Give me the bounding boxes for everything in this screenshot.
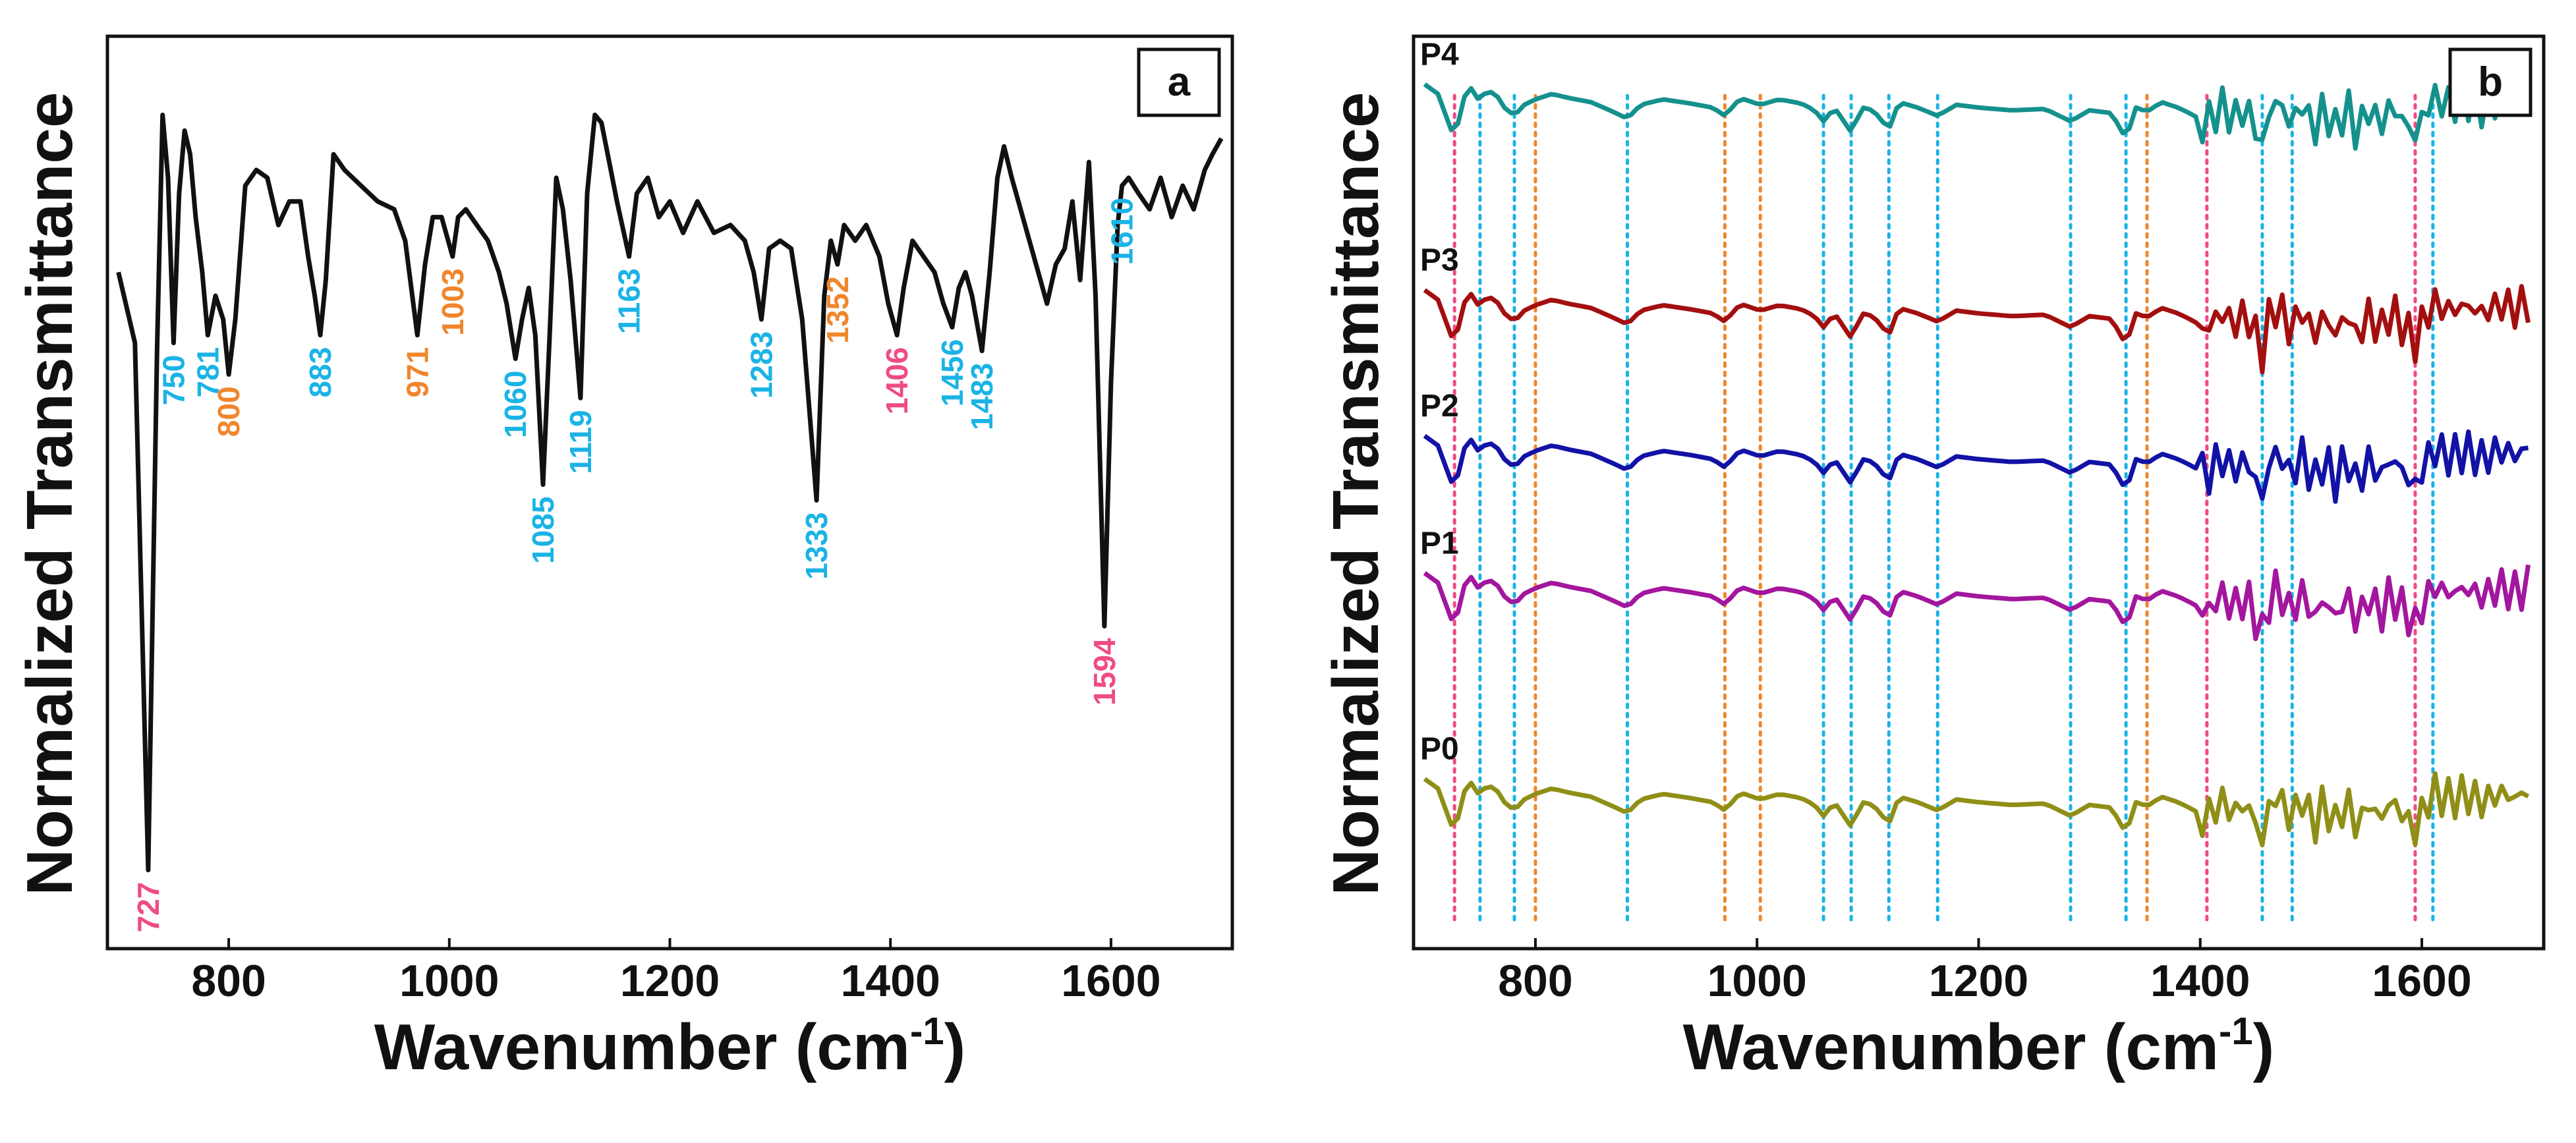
series-line-p0 [1423,771,2530,847]
peak-label-1003: 1003 [436,268,470,335]
series-line-p1 [1423,564,2531,642]
peak-label-1163: 1163 [612,268,646,334]
panel-a-frame [105,34,1234,951]
peak-label-1406: 1406 [880,347,914,414]
panel-b-series-tags: P4 P3 P2 P1 P0 [1420,37,1459,766]
panel-b-letter: b [2478,59,2503,105]
peak-label-883: 883 [303,347,337,398]
series-line-p2 [1423,429,2529,504]
panel-b-frame [1412,34,2546,951]
x-tick-label: 1400 [2150,956,2250,1006]
panel-a-x-axis-label-main: Wavenumber (cm [374,1011,910,1083]
panel-a-x-axis-label: Wavenumber (cm-1) [374,1010,965,1083]
peak-label-1085: 1085 [526,497,560,564]
x-tick-label: 800 [191,956,266,1006]
panel-b-x-axis-label-main: Wavenumber (cm [1683,1011,2219,1083]
panel-b-reference-lines [1452,94,2435,928]
series-tag-p0: P0 [1420,732,1459,767]
peak-label-1283: 1283 [744,331,778,399]
series-tag-p3: P3 [1420,243,1459,278]
peak-label-971: 971 [400,347,434,398]
panel-a-y-axis-label: Normalized Transmittance [13,92,86,896]
panel-b-letter-box [2448,47,2533,117]
panel-a-x-ticks: 800 1000 1200 1400 1600 [191,938,1161,1006]
panel-b-series [1423,78,2531,847]
x-tick-label: 1000 [1707,956,1807,1006]
panel-b-x-axis-label-sup: -1 [2219,1010,2253,1053]
panel-a-letter: a [1168,59,1191,105]
x-tick-label: 1000 [399,956,499,1006]
panel-b-y-axis-label: Normalized Transmittance [1319,92,1392,896]
series-tag-p1: P1 [1420,526,1459,561]
peak-label-1610: 1610 [1105,198,1139,265]
panel-b: P4 P3 P2 P1 P0 800 1000 1200 1400 1600 b Normali… [1319,34,2546,1083]
peak-label-1060: 1060 [498,371,532,438]
series-line-spectrum [116,112,1224,873]
panel-b-x-axis-label: Wavenumber (cm-1) [1683,1010,2274,1083]
series-line-p3 [1423,284,2531,375]
peak-label-1483: 1483 [965,363,999,430]
panel-a-x-axis-label-sup: -1 [910,1010,944,1053]
panel-b-x-ticks: 800 1000 1200 1400 1600 [1498,938,2472,1006]
x-tick-label: 800 [1498,956,1572,1006]
peak-label-1594: 1594 [1087,638,1122,706]
panel-b-x-axis-label-close: ) [2253,1011,2275,1083]
peak-label-1352: 1352 [820,276,855,343]
x-tick-label: 1600 [2372,956,2471,1006]
series-line-p4 [1423,78,2531,151]
panel-a-x-axis-label-close: ) [944,1011,966,1083]
x-tick-label: 1200 [620,956,720,1006]
panel-a-series [116,112,1224,873]
peak-label-750: 750 [156,355,190,406]
series-tag-p2: P2 [1420,389,1459,424]
peak-label-800: 800 [212,386,246,437]
peak-label-1333: 1333 [799,512,834,579]
x-tick-label: 1200 [1929,956,2028,1006]
peak-label-727: 727 [131,882,165,933]
peak-label-781: 781 [190,347,225,398]
series-tag-p4: P4 [1420,37,1459,72]
peak-label-1456: 1456 [935,339,969,406]
panel-a-letter-box [1137,47,1221,117]
x-tick-label: 1400 [841,956,940,1006]
x-tick-label: 1600 [1061,956,1160,1006]
peak-label-1119: 1119 [563,410,598,474]
